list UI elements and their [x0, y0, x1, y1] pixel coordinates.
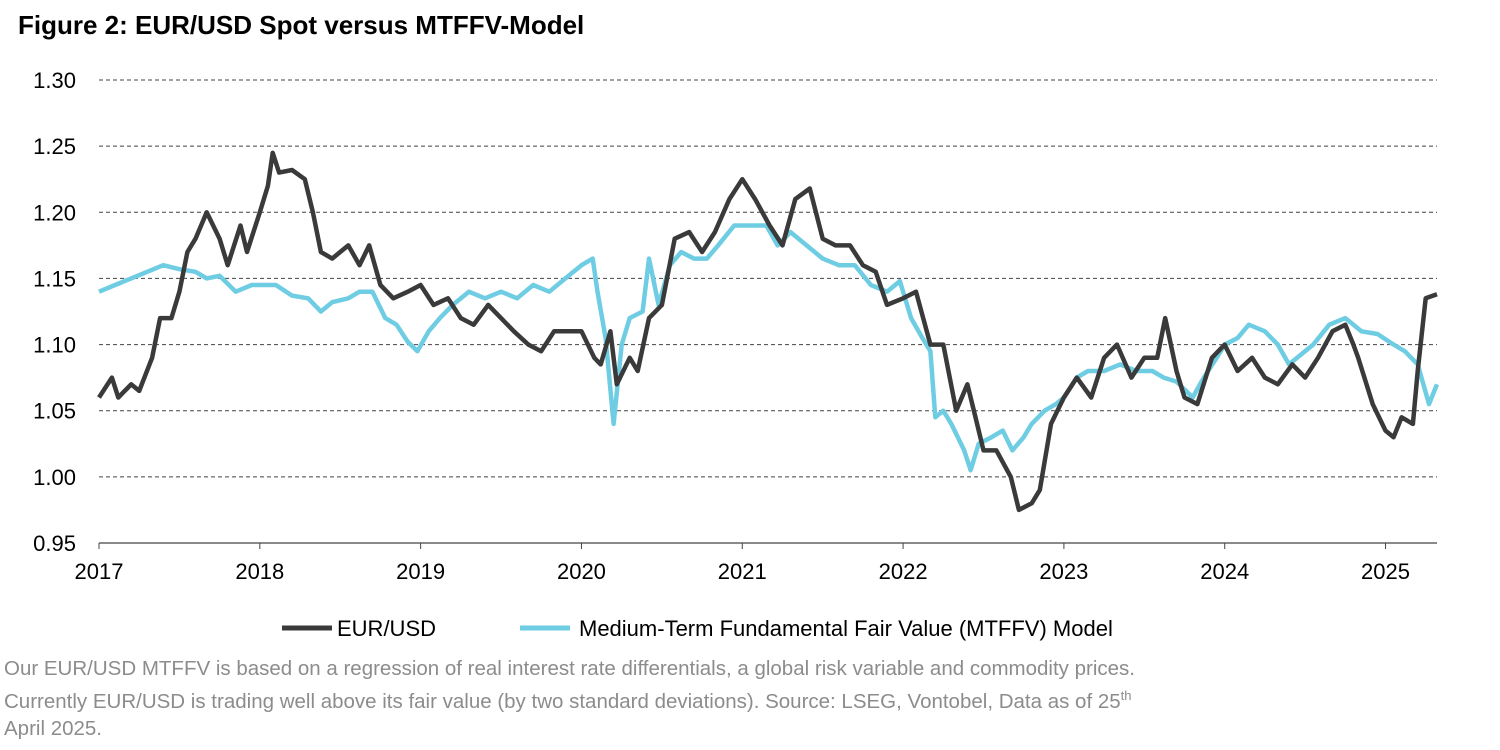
caption-line-3: April 2025. — [4, 716, 103, 740]
y-tick-label: 0.95 — [33, 531, 76, 556]
y-tick-label: 1.10 — [33, 333, 76, 358]
series-eurusd-line — [97, 150, 1438, 513]
caption: Our EUR/USD MTFFV is based on a regressi… — [4, 655, 1494, 742]
y-tick-label: 1.15 — [33, 266, 76, 291]
y-tick-label: 1.30 — [33, 68, 76, 93]
x-tick-label: 2023 — [1039, 559, 1088, 584]
x-tick-label: 2025 — [1361, 559, 1410, 584]
x-tick-label: 2019 — [396, 559, 445, 584]
y-tick-label: 1.05 — [33, 399, 76, 424]
y-tick-label: 1.20 — [33, 200, 76, 225]
y-tick-label: 1.25 — [33, 134, 76, 159]
x-tick-label: 2021 — [718, 559, 767, 584]
x-tick-label: 2020 — [557, 559, 606, 584]
x-tick-label: 2022 — [879, 559, 928, 584]
series-mtffv-line — [98, 223, 1440, 473]
legend-label: Medium-Term Fundamental Fair Value (MTFF… — [579, 616, 1113, 641]
legend-label: EUR/USD — [337, 616, 436, 641]
y-tick-label: 1.00 — [33, 465, 76, 490]
caption-line-1: Our EUR/USD MTFFV is based on a regressi… — [4, 657, 1136, 680]
chart-title: Figure 2: EUR/USD Spot versus MTFFV-Mode… — [18, 10, 585, 40]
x-tick-label: 2018 — [235, 559, 284, 584]
caption-line-2: Currently EUR/USD is trading well above … — [4, 688, 1132, 713]
x-tick-label: 2017 — [75, 559, 124, 584]
x-tick-label: 2024 — [1200, 559, 1249, 584]
line-chart: 0.95 1.00 1.05 1.10 1.15 1.20 1.25 1.30 2017 2018… — [33, 68, 1440, 641]
